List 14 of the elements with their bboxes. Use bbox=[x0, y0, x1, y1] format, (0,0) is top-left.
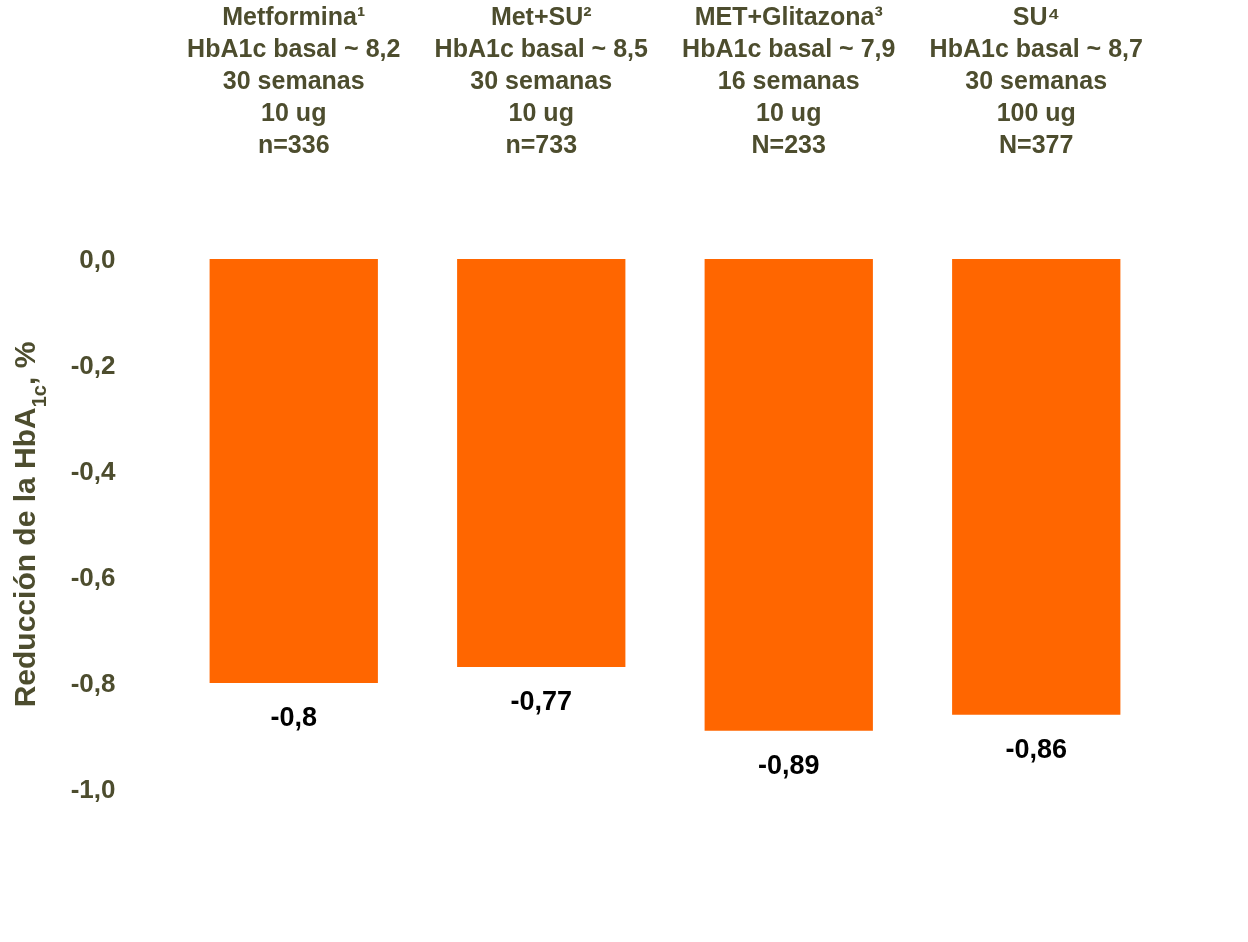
x-tick-label: Metformina¹ HbA1c basal ~ 8,2 30 semanas 10 ug n=336 bbox=[187, 1, 401, 158]
y-tick-label: -0,2 bbox=[70, 349, 116, 380]
y-tick-label: -1,0 bbox=[70, 773, 116, 804]
x-tick-label: SU⁴ HbA1c basal ~ 8,7 30 semanas 100 ug N=377 bbox=[929, 1, 1143, 158]
y-tick-label: -0,4 bbox=[70, 455, 117, 486]
data-label: -0,8 bbox=[270, 702, 318, 732]
data-label: -0,86 bbox=[1005, 733, 1068, 764]
y-tick-label: 0,0 bbox=[79, 243, 116, 274]
x-tick-label: Met+SU² HbA1c basal ~ 8,5 30 semanas 10 ug n=733 bbox=[434, 1, 648, 158]
y-tick-label: -0,8 bbox=[70, 667, 116, 698]
data-label: -0,89 bbox=[757, 749, 820, 780]
x-tick-label: MET+Glitazona³ HbA1c basal ~ 7,9 16 semanas 10 ug N=233 bbox=[682, 1, 896, 158]
y-tick-label: -0,6 bbox=[70, 561, 116, 592]
data-label: -0,77 bbox=[510, 686, 573, 717]
